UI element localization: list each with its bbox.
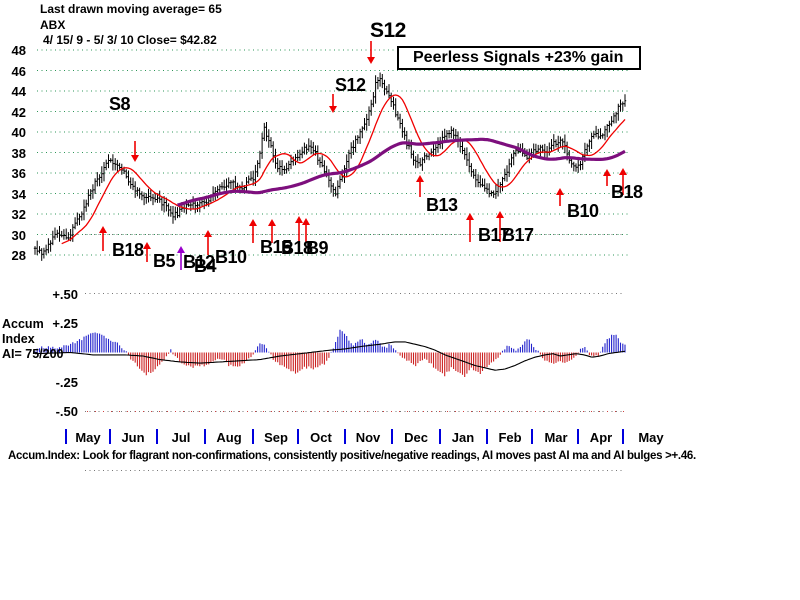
y-axis-label: 44 (11, 84, 26, 99)
signal-arrows (99, 41, 627, 270)
month-label: Jul (171, 430, 191, 445)
month-label: Feb (498, 430, 522, 445)
buy-signal-label: B18 (112, 240, 144, 260)
month-label: Oct (310, 430, 332, 445)
month-label: Mar (544, 430, 568, 445)
month-label: Sep (264, 430, 288, 445)
short-ma-line (61, 94, 626, 245)
buy-signal-label: B9 (306, 238, 329, 258)
y-axis-label: 38 (11, 145, 26, 161)
month-label: May (75, 430, 101, 445)
long-ma-line (177, 137, 626, 207)
ai-name-line2: Index (2, 332, 35, 346)
buy-signal-label: B13 (426, 195, 458, 215)
buy-signal-label: B18 (611, 182, 643, 202)
month-label: Nov (355, 430, 381, 445)
y-axis-label: 32 (11, 207, 26, 222)
sell-signal-label: S8 (109, 94, 131, 114)
ai-scale-label: +.50 (52, 287, 78, 302)
ohlc-bars (33, 72, 627, 261)
ai-bars-positive (34, 329, 626, 353)
ai-name-line3: AI= 75/200 (2, 347, 64, 361)
last-ma-text: Last drawn moving average= 65 (40, 2, 222, 16)
y-axis-label: 40 (11, 125, 26, 140)
y-axis-label: 36 (11, 166, 26, 181)
month-label: May (638, 430, 664, 445)
y-axis-label: 34 (11, 186, 26, 202)
sell-signal-label: S12 (335, 75, 366, 95)
y-axis-label: 42 (11, 104, 26, 120)
month-label: Jun (121, 430, 145, 445)
buy-signal-label: B5 (153, 251, 176, 271)
ai-gridlines (85, 234, 625, 471)
buy-signal-label: B17 (478, 225, 510, 245)
y-axis-label: 28 (11, 248, 26, 263)
y-axis-label: 46 (11, 63, 26, 79)
ai-name-line1: Accum (2, 317, 44, 331)
month-label: Aug (216, 430, 242, 445)
ai-scale-label: +.25 (52, 316, 78, 331)
month-ticks (65, 429, 624, 444)
month-label: Apr (589, 430, 613, 445)
buy-signal-label: B12 (183, 252, 215, 272)
y-axis-label: 30 (11, 227, 26, 243)
buy-signal-label: B17 (502, 225, 534, 245)
y-axis-label: 48 (11, 43, 26, 58)
signal-gain-box: Peerless Signals +23% gain (397, 46, 641, 70)
buy-signal-label: B10 (215, 247, 247, 267)
ai-ma-line (34, 341, 626, 371)
month-label: Jan (451, 430, 475, 445)
date-range-close: 4/ 15/ 9 - 5/ 3/ 10 Close= $42.82 (43, 33, 217, 47)
sell-signal-label: S12 (370, 19, 406, 42)
buy-signal-label: B18 (281, 238, 313, 258)
ticker-symbol: ABX (40, 18, 66, 32)
ai-scale-label: -.50 (55, 404, 78, 419)
footnote-text: Accum.Index: Look for flagrant non-confi… (8, 450, 696, 462)
buy-signal-label: B4 (194, 256, 217, 276)
month-label: Dec (404, 430, 428, 445)
buy-signal-label: B10 (567, 201, 599, 221)
signal-gain-text: Peerless Signals +23% gain (413, 49, 624, 66)
ai-bars-negative (127, 352, 599, 377)
ai-scale-label: -.25 (55, 375, 78, 390)
buy-signal-label: B15 (260, 237, 292, 257)
